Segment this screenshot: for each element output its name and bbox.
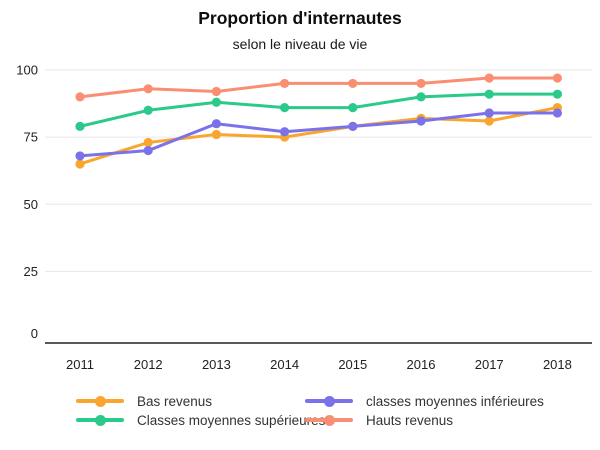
- x-tick-label: 2011: [66, 357, 94, 372]
- chart-subtitle: selon le niveau de vie: [232, 36, 368, 52]
- legend-label: Classes moyennes supérieures: [137, 412, 326, 428]
- data-point: [280, 127, 290, 137]
- data-point: [348, 102, 358, 113]
- legend-label: Bas revenus: [137, 393, 213, 409]
- y-tick-label: 50: [24, 197, 38, 212]
- data-point: [484, 108, 494, 118]
- chart-header: Proportion d'internautes selon le niveau…: [0, 6, 600, 55]
- series-line-hauts-revenus: [78, 76, 559, 99]
- data-point: [211, 97, 221, 107]
- y-tick-label: 0: [31, 326, 38, 341]
- data-point: [143, 137, 153, 148]
- series-line-classes-moyennes-supérieures: [78, 92, 559, 128]
- data-point: [211, 119, 221, 129]
- legend-swatch-icon: [305, 395, 353, 407]
- data-point: [75, 159, 85, 169]
- y-tick-label: 100: [16, 63, 38, 78]
- data-point: [75, 151, 85, 161]
- legend-label: classes moyennes inférieures: [366, 393, 544, 409]
- legend-label: Hauts revenus: [366, 412, 454, 428]
- data-point: [211, 86, 221, 97]
- legend-swatch-icon: [76, 414, 124, 426]
- data-point: [416, 78, 426, 89]
- y-tick-label: 25: [24, 264, 38, 279]
- series-line-classes-moyennes-inférieures: [78, 111, 559, 158]
- chart-title: Proportion d'internautes: [198, 8, 402, 28]
- data-point: [143, 145, 153, 156]
- data-point: [484, 89, 494, 99]
- data-point: [348, 78, 358, 89]
- legend-item-classes-moyennes-inferieures: classes moyennes inférieures: [305, 393, 544, 409]
- data-point: [552, 73, 563, 83]
- data-point: [348, 121, 358, 131]
- data-point: [416, 116, 426, 126]
- x-tick-label: 2015: [338, 357, 367, 372]
- line-chart-plot: 0 25 50 75 100 2011 2012 2013 2014 2015 2016 2017 20…: [16, 63, 592, 372]
- x-tick-label: 2016: [407, 357, 436, 372]
- data-point: [484, 73, 494, 83]
- data-point: [484, 116, 494, 126]
- legend-item-bas-revenus: Bas revenus: [76, 393, 213, 409]
- series-line-bas-revenus: [78, 106, 559, 166]
- y-tick-label: 75: [24, 130, 38, 145]
- x-tick-label: 2013: [202, 357, 231, 372]
- data-point: [280, 78, 290, 89]
- x-tick-label: 2018: [543, 357, 572, 372]
- x-tick-label: 2017: [475, 357, 504, 372]
- legend-swatch-icon: [305, 414, 353, 426]
- legend-item-hauts-revenus: Hauts revenus: [305, 412, 454, 428]
- data-point: [552, 108, 563, 118]
- legend-swatch-icon: [76, 395, 124, 407]
- data-point: [143, 105, 153, 115]
- data-point: [75, 92, 85, 102]
- data-point: [280, 102, 290, 113]
- data-point: [211, 129, 221, 140]
- data-point: [143, 84, 153, 94]
- data-point: [552, 89, 563, 99]
- legend-item-classes-moyennes-superieures: Classes moyennes supérieures: [76, 412, 326, 428]
- x-tick-label: 2012: [134, 357, 163, 372]
- data-point: [416, 92, 426, 102]
- x-tick-label: 2014: [270, 357, 299, 372]
- data-point: [75, 121, 85, 131]
